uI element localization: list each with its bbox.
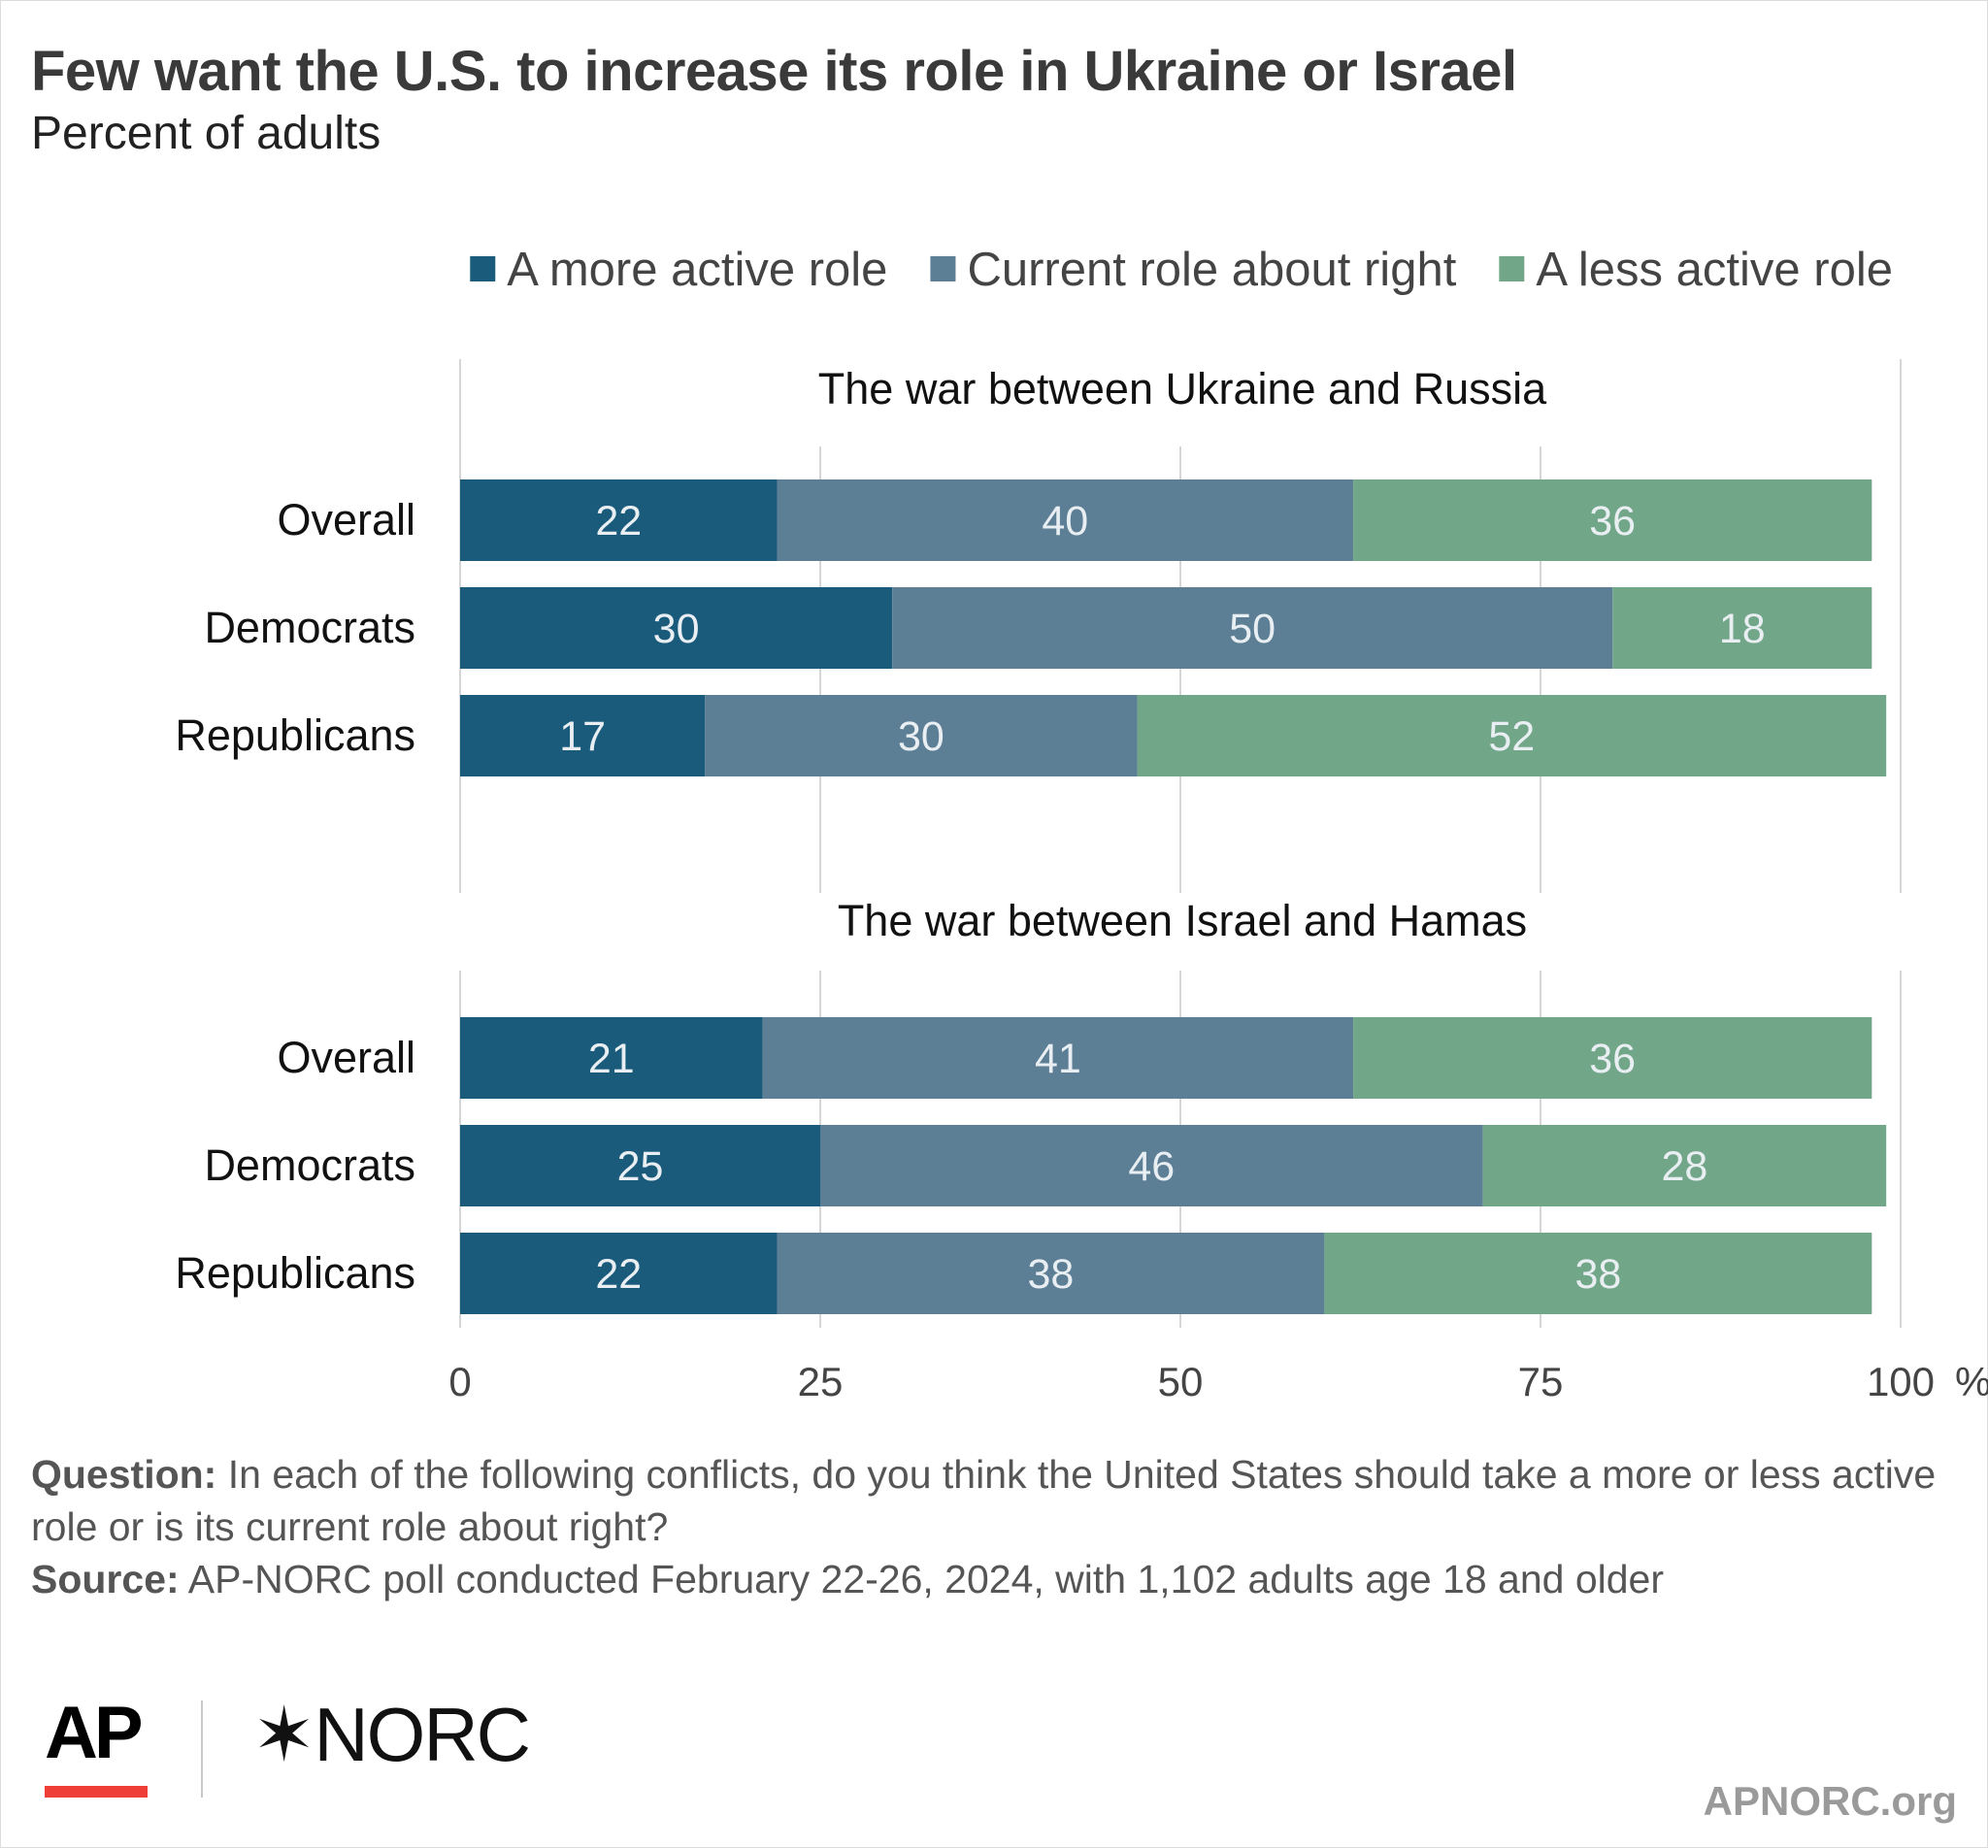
category-label: Overall xyxy=(277,1033,415,1082)
legend-swatch xyxy=(1499,256,1525,281)
data-label: 36 xyxy=(1589,498,1636,544)
bar-segment xyxy=(1324,1233,1872,1314)
source-text: AP-NORC poll conducted February 22-26, 2… xyxy=(187,1557,1664,1601)
bar-segment xyxy=(892,587,1613,669)
data-label: 22 xyxy=(595,498,642,544)
bar-segment xyxy=(820,1125,1483,1206)
data-label: 30 xyxy=(898,713,944,760)
bar-segment xyxy=(1612,587,1872,669)
norc-logo: ✶NORC xyxy=(252,1692,531,1777)
chart-subtitle: Percent of adults xyxy=(31,108,381,159)
legend-label: A more active role xyxy=(507,244,887,296)
x-tick-label: 100 xyxy=(1867,1359,1935,1404)
panel-title: The war between Israel and Hamas xyxy=(838,896,1527,945)
x-tick-label: 25 xyxy=(798,1359,844,1404)
bar-segment xyxy=(460,1233,778,1314)
bar-segment xyxy=(460,587,893,669)
data-label: 22 xyxy=(595,1251,642,1298)
source-note: Source: AP-NORC poll conducted February … xyxy=(31,1553,1953,1605)
x-tick-label: 50 xyxy=(1158,1359,1204,1404)
bar-segment xyxy=(777,1233,1325,1314)
bar-segment xyxy=(1137,695,1887,776)
data-label: 50 xyxy=(1229,606,1276,652)
bar-segment xyxy=(1353,479,1872,561)
bar-segment xyxy=(705,695,1138,776)
data-label: 52 xyxy=(1488,713,1535,760)
ap-logo-underline xyxy=(45,1786,148,1798)
category-label: Democrats xyxy=(204,603,415,652)
data-label: 21 xyxy=(588,1036,635,1082)
bar-segment xyxy=(460,1125,820,1206)
legend-label: A less active role xyxy=(1536,244,1893,296)
x-unit-label: % xyxy=(1955,1359,1988,1404)
legend-swatch xyxy=(930,256,956,281)
data-label: 38 xyxy=(1574,1251,1621,1298)
question-text: In each of the following conflicts, do y… xyxy=(31,1452,1937,1549)
data-label: 30 xyxy=(653,606,700,652)
panel-title: The war between Ukraine and Russia xyxy=(818,364,1547,413)
source-label: Source: xyxy=(31,1557,180,1601)
question-note: Question: In each of the following confl… xyxy=(31,1448,1953,1553)
data-label: 38 xyxy=(1028,1251,1075,1298)
data-label: 28 xyxy=(1661,1143,1707,1190)
legend-label: Current role about right xyxy=(967,244,1456,296)
legend-swatch xyxy=(470,256,496,281)
question-label: Question: xyxy=(31,1452,217,1497)
logo-divider xyxy=(201,1700,203,1798)
bar-segment xyxy=(460,479,778,561)
bar-segment xyxy=(777,479,1354,561)
bar-segment xyxy=(1353,1017,1872,1099)
category-label: Republicans xyxy=(175,710,415,760)
data-label: 46 xyxy=(1128,1143,1175,1190)
chart-title: Few want the U.S. to increase its role i… xyxy=(31,40,1517,103)
data-label: 41 xyxy=(1035,1036,1081,1082)
bar-segment xyxy=(460,1017,763,1099)
data-label: 36 xyxy=(1589,1036,1636,1082)
x-tick-label: 0 xyxy=(448,1359,471,1404)
category-label: Overall xyxy=(277,495,415,544)
category-label: Democrats xyxy=(204,1140,415,1190)
data-label: 25 xyxy=(617,1143,664,1190)
bar-segment xyxy=(460,695,706,776)
ap-logo: AP xyxy=(45,1692,144,1774)
chart-notes: Question: In each of the following confl… xyxy=(31,1448,1953,1605)
category-label: Republicans xyxy=(175,1248,415,1298)
bar-segment xyxy=(1482,1125,1887,1206)
data-label: 18 xyxy=(1719,606,1766,652)
x-tick-label: 75 xyxy=(1518,1359,1564,1404)
site-credit: APNORC.org xyxy=(1703,1778,1957,1824)
stacked-bar-chart: 0 25 50 75 100 % A less active role Current rol… xyxy=(175,244,1988,1404)
data-label: 40 xyxy=(1042,498,1088,544)
data-label: 17 xyxy=(559,713,606,760)
bar-segment xyxy=(762,1017,1354,1099)
